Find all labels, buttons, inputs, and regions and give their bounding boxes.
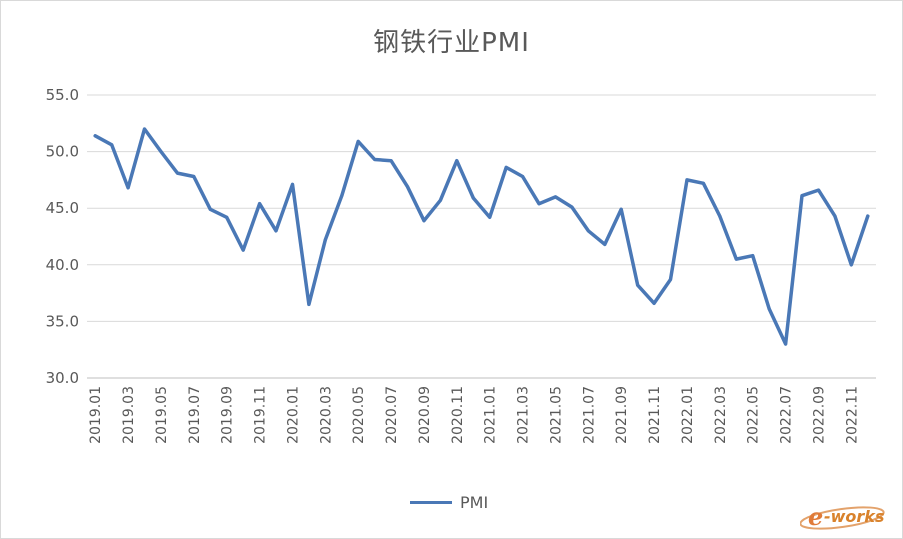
data-point: [800, 194, 804, 198]
data-point: [159, 150, 163, 154]
data-point: [307, 302, 311, 306]
x-tick-label: 2022.03: [713, 386, 729, 444]
data-point: [784, 342, 788, 346]
data-point: [521, 175, 525, 178]
data-point: [110, 143, 114, 147]
data-point: [241, 248, 245, 252]
data-point: [570, 205, 574, 209]
data-point: [849, 263, 853, 267]
data-point: [636, 283, 640, 287]
legend-label-pmi: PMI: [460, 493, 489, 512]
x-tick-label: 2021.09: [614, 386, 630, 444]
data-point: [488, 215, 492, 219]
data-point: [192, 175, 196, 178]
x-tick-label: 2019.09: [220, 386, 236, 444]
series-layer: [93, 127, 870, 346]
data-point: [373, 158, 377, 161]
data-point: [438, 198, 442, 202]
data-point: [422, 219, 426, 223]
data-point: [734, 257, 738, 261]
x-tick-label: 2021.03: [516, 386, 532, 444]
data-point: [291, 182, 294, 186]
gridlines: [87, 94, 876, 379]
data-point: [669, 278, 672, 281]
data-point: [126, 186, 130, 190]
y-tick-label: 35.0: [46, 312, 79, 330]
data-point: [406, 185, 409, 189]
y-tick-label: 30.0: [46, 369, 79, 387]
y-tick-label: 50.0: [46, 143, 79, 161]
x-tick-label: 2020.11: [450, 386, 466, 444]
data-point: [652, 301, 656, 305]
data-point: [175, 171, 179, 175]
data-point: [504, 165, 508, 169]
x-tick-label: 2022.05: [746, 386, 762, 444]
x-tick-label: 2021.11: [647, 386, 663, 444]
data-point: [323, 238, 327, 242]
x-tick-label: 2019.03: [121, 386, 137, 444]
e-works-logo: e -works: [800, 502, 885, 531]
data-point: [751, 254, 755, 258]
data-point: [767, 307, 771, 311]
data-point: [93, 134, 97, 138]
x-tick-label: 2020.07: [384, 386, 400, 444]
x-tick-label: 2022.11: [844, 386, 860, 444]
data-point: [718, 214, 722, 218]
data-point: [208, 207, 212, 211]
data-point: [455, 159, 459, 163]
y-tick-label: 55.0: [46, 86, 79, 104]
legend-swatch-pmi: [410, 501, 452, 504]
y-tick-label: 45.0: [46, 199, 79, 217]
x-tick-label: 2021.07: [581, 386, 597, 444]
x-tick-label: 2020.09: [417, 386, 433, 444]
x-tick-label: 2020.05: [351, 386, 367, 444]
x-tick-label: 2020.01: [285, 386, 301, 444]
legend: PMI: [410, 493, 488, 512]
data-point: [833, 214, 837, 218]
svg-text:e: e: [808, 502, 823, 531]
x-tick-label: 2021.05: [548, 386, 564, 444]
x-tick-label: 2022.09: [811, 386, 827, 444]
y-tick-label: 40.0: [46, 256, 79, 274]
chart-title: 钢铁行业PMI: [373, 28, 530, 58]
data-point: [258, 202, 262, 206]
data-point: [685, 178, 689, 182]
data-point: [356, 139, 360, 143]
data-point: [340, 194, 344, 198]
y-axis-ticks: 30.0 35.0 40.0 45.0 50.0 55.0: [46, 86, 79, 387]
data-point: [537, 202, 541, 206]
data-point: [817, 188, 820, 192]
x-tick-label: 2022.07: [779, 386, 795, 444]
data-point: [389, 159, 393, 163]
data-point: [701, 181, 705, 185]
x-tick-label: 2022.01: [680, 386, 696, 444]
x-axis-ticks: 2019.01 2019.03 2019.05 2019.07 2019.09 2019.…: [88, 386, 860, 444]
x-tick-label: 2019.07: [187, 386, 203, 444]
data-point: [274, 229, 278, 233]
x-tick-label: 2019.01: [88, 386, 104, 444]
data-point: [619, 207, 623, 211]
x-tick-label: 2019.11: [253, 386, 269, 444]
x-tick-label: 2021.01: [483, 386, 499, 444]
data-point: [554, 195, 557, 199]
x-tick-label: 2019.05: [154, 386, 170, 444]
data-point: [586, 229, 590, 233]
data-point: [225, 215, 229, 219]
data-point: [143, 127, 146, 131]
x-tick-label: 2020.03: [318, 386, 334, 444]
svg-text:-works: -works: [824, 507, 884, 526]
series-line-pmi: [93, 127, 870, 346]
data-point: [471, 196, 475, 200]
data-point: [603, 242, 607, 246]
data-point: [866, 214, 870, 218]
